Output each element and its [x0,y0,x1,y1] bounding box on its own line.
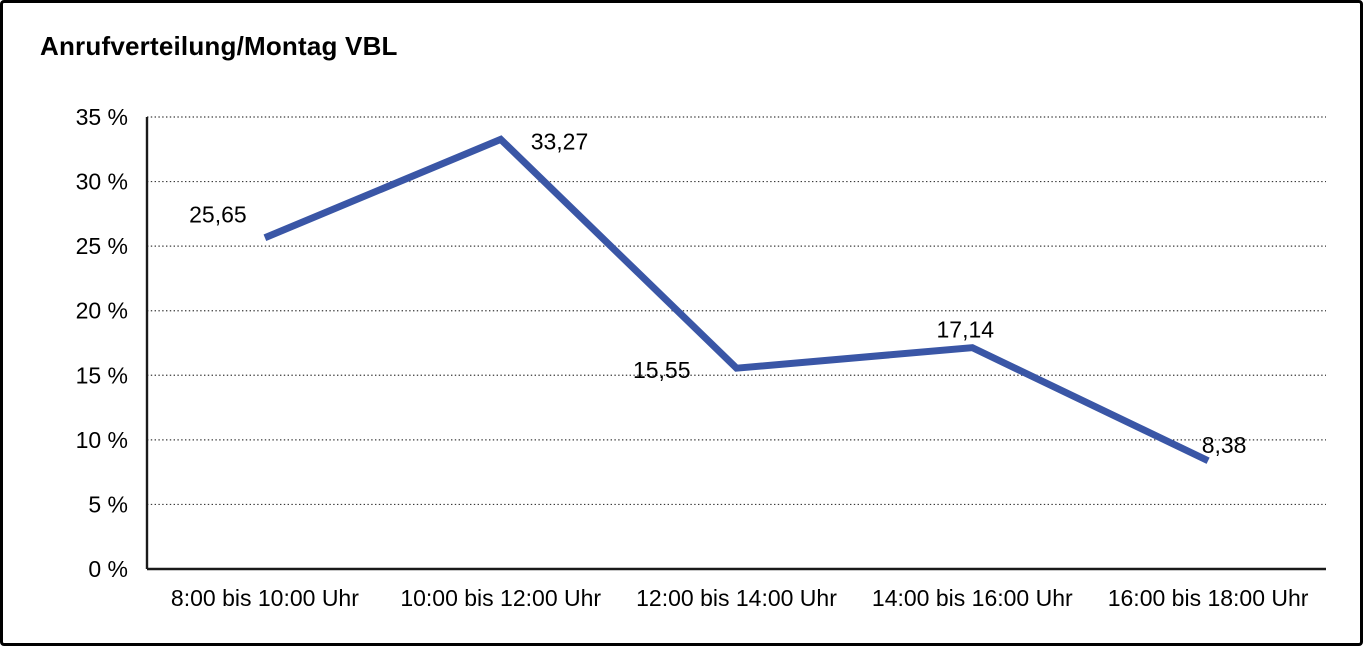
y-tick-label: 30 % [76,169,128,195]
y-tick-label: 5 % [88,491,128,517]
y-tick-label: 15 % [76,362,128,388]
y-tick-label: 20 % [76,298,128,324]
x-category-label: 14:00 bis 16:00 Uhr [872,585,1073,611]
x-category-label: 8:00 bis 10:00 Uhr [171,585,359,611]
series-line [263,135,1210,464]
y-tick-label: 10 % [76,427,128,453]
x-category-label: 10:00 bis 12:00 Uhr [400,585,601,611]
y-tick-label: 25 % [76,233,128,259]
line-chart: 0 % 5 % 10 % 15 % 20 % 25 % 30 % 35 % 8:00 bis 1… [76,104,1326,611]
data-label: 25,65 [189,202,247,228]
x-category-label: 16:00 bis 18:00 Uhr [1108,585,1309,611]
data-label: 15,55 [633,357,691,383]
data-label: 17,14 [937,317,995,343]
data-label: 8,38 [1202,432,1247,458]
chart-title: Anrufverteilung/Montag VBL [40,31,398,61]
x-category-label: 12:00 bis 14:00 Uhr [636,585,837,611]
y-tick-label: 35 % [76,104,128,130]
data-label: 33,27 [531,128,589,154]
y-tick-label: 0 % [88,556,128,582]
